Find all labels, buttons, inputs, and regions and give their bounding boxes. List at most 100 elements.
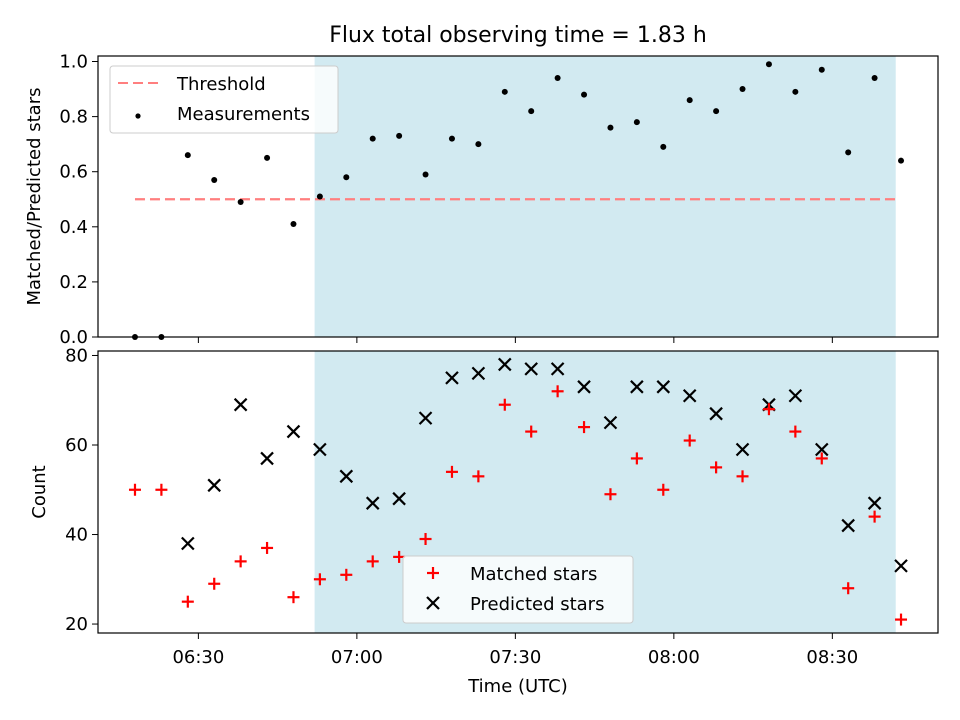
measurement-point <box>765 61 772 68</box>
x-tick-label: 08:30 <box>806 647 858 668</box>
matched-stars-legend-label: Matched stars <box>470 564 597 585</box>
predicted-star-point <box>867 496 882 510</box>
predicted-star-point <box>260 451 274 466</box>
matched-star-point <box>868 510 881 523</box>
cross-b <box>471 366 486 381</box>
predicted-star-point <box>814 442 829 457</box>
cross-b <box>498 357 512 372</box>
measurement-point <box>237 199 244 206</box>
matched-star-point <box>895 613 908 626</box>
cross-b <box>788 388 803 403</box>
measurement-point <box>422 171 429 178</box>
matched-stars-legend-swatch <box>427 567 439 579</box>
predicted-star-point <box>524 362 538 376</box>
predicted-star-point <box>445 371 459 385</box>
measurement-point <box>290 221 297 228</box>
measurement-point <box>343 174 350 181</box>
cross-b <box>207 478 222 493</box>
ratio-y-axis-label: Matched/Predicted stars <box>24 88 45 306</box>
cross-b <box>894 559 908 573</box>
predicted-star-point <box>392 491 406 506</box>
predicted-star-point <box>339 469 354 484</box>
matched-star-point <box>340 568 353 581</box>
y-tick-label: 0.6 <box>59 162 88 183</box>
predicted-star-point <box>603 415 618 430</box>
predicted-star-point <box>418 411 433 425</box>
x-tick-label: 06:30 <box>172 647 224 668</box>
legend-plus-marker <box>427 567 439 579</box>
cross-b <box>682 388 697 403</box>
matched-star-point <box>630 452 643 465</box>
y-tick-label: 0.2 <box>59 272 88 293</box>
measurement-point <box>818 66 825 73</box>
cross-b <box>656 380 671 394</box>
predicted-star-point <box>682 388 697 403</box>
cross-b <box>735 442 750 457</box>
predicted-star-point <box>286 424 301 439</box>
matched-star-point <box>604 488 617 501</box>
cross-b <box>550 362 565 376</box>
cross-b <box>603 415 618 430</box>
predicted-star-point <box>709 406 723 421</box>
ratio-legend-box <box>109 65 339 134</box>
count-panel: 20 40 60 80 06:30 07:00 07:30 08:00 08:30 Count… <box>29 345 939 697</box>
predicted-star-point <box>735 442 750 457</box>
measurement-point <box>871 75 878 82</box>
predicted-star-point <box>894 559 908 573</box>
y-tick-label: 40 <box>65 525 88 546</box>
measurement-point <box>845 149 852 156</box>
measurement-point <box>898 157 905 164</box>
cross-b <box>709 406 723 421</box>
cross-b <box>867 496 882 510</box>
measurement-point <box>316 193 323 200</box>
predicted-star-point <box>577 380 591 394</box>
y-tick-label: 0.4 <box>59 217 88 238</box>
matched-star-point <box>419 533 432 545</box>
matched-star-point <box>128 483 141 496</box>
cross-b <box>445 371 459 385</box>
count-panel-frame <box>97 350 939 634</box>
measurements-legend-label: Measurements <box>177 104 310 125</box>
matched-star-point <box>789 425 802 438</box>
measurement-point <box>739 86 746 93</box>
predicted-star-point <box>498 357 512 372</box>
measurement-point <box>581 91 588 98</box>
y-tick-label: 60 <box>65 435 88 456</box>
measurement-point <box>264 154 271 161</box>
measurement-point <box>396 132 403 139</box>
predicted-stars-legend-label: Predicted stars <box>470 594 604 615</box>
predicted-star-point <box>313 442 327 457</box>
y-tick-label: 80 <box>65 345 88 366</box>
predicted-star-point <box>841 518 855 533</box>
y-tick-label: 1.0 <box>59 52 88 73</box>
observing-window-shade-top <box>314 56 896 337</box>
matched-star-point <box>155 483 168 496</box>
cross-b <box>630 380 644 394</box>
cross-b <box>418 411 433 425</box>
measurement-point <box>369 135 376 142</box>
cross-b <box>392 491 406 506</box>
matched-star-point <box>657 483 670 496</box>
matched-star-point <box>551 385 564 398</box>
predicted-star-point <box>181 536 195 551</box>
count-y-axis-label: Count <box>29 465 50 518</box>
threshold-legend-label: Threshold <box>176 74 266 95</box>
predicted-star-point <box>630 380 644 394</box>
measurement-point <box>633 119 640 126</box>
matched-star-point <box>525 425 538 438</box>
predicted-star-point <box>471 366 486 381</box>
cross-b <box>426 596 440 610</box>
matched-star-point <box>762 403 775 416</box>
matched-star-point <box>287 591 300 604</box>
matched-star-point <box>815 452 828 465</box>
x-tick-label: 07:30 <box>489 647 541 668</box>
ratio-panel-frame <box>97 55 939 338</box>
matched-star-point <box>683 434 696 447</box>
matched-star-point <box>261 541 274 554</box>
cross-b <box>365 496 380 510</box>
matched-star-point <box>472 470 485 483</box>
cross-b <box>233 397 248 412</box>
predicted-star-point <box>233 397 248 412</box>
matched-star-point <box>445 465 458 478</box>
